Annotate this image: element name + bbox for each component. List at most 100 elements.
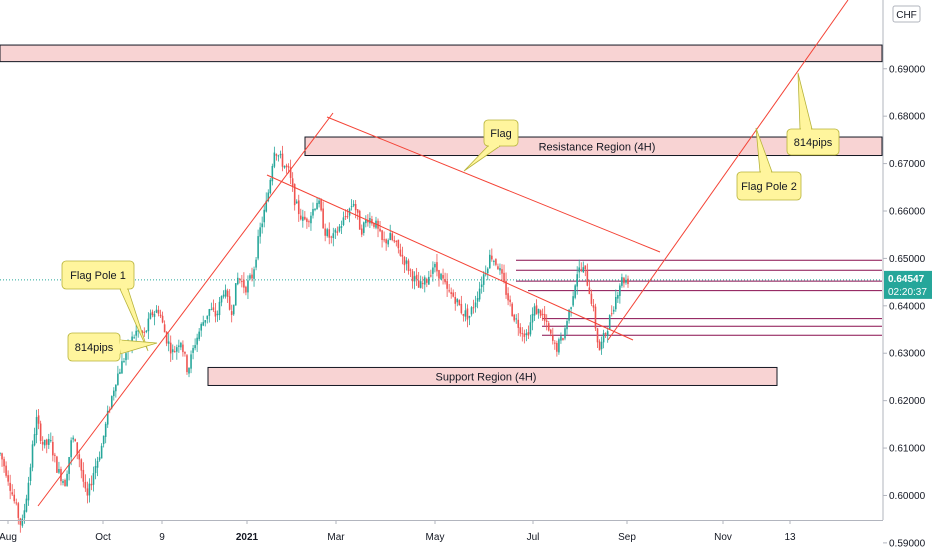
candle-body: [243, 279, 245, 288]
candle-body: [330, 236, 333, 238]
candle-body: [0, 453, 1, 455]
candle-body: [369, 218, 371, 224]
candle-body: [117, 373, 119, 385]
candle-body: [295, 201, 298, 204]
candle-body: [417, 280, 420, 288]
candle-body: [399, 249, 402, 256]
candle-body: [515, 318, 518, 320]
candle-body: [45, 439, 48, 445]
y-tick-label: 0.63000: [889, 349, 926, 360]
y-axis[interactable]: 0.69000 0.68000 0.67000 0.66000 0.65000 0.640…: [882, 0, 932, 549]
last-price-tag[interactable]: [884, 270, 932, 299]
candle-body: [135, 330, 137, 336]
candle-body: [419, 281, 422, 288]
candle-body: [458, 300, 461, 306]
upper-zone[interactable]: [0, 44, 883, 63]
candle-body: [352, 203, 355, 206]
candle-body: [245, 286, 247, 293]
x-axis[interactable]: Aug Oct 9 2021 Mar May Jul Sep Nov 13: [0, 520, 883, 543]
candle-body: [558, 339, 560, 353]
x-tick-label: Sep: [618, 532, 636, 543]
candle-body: [281, 153, 284, 167]
candle-body: [474, 302, 477, 308]
candle-body: [556, 342, 558, 352]
support-zone[interactable]: [207, 366, 778, 386]
candle-body: [176, 347, 178, 352]
candle-body: [56, 456, 58, 473]
candle-body: [171, 349, 174, 353]
x-tick-label: 9: [159, 532, 165, 543]
flag-pole-1-line[interactable]: [37, 112, 334, 507]
candle-body: [340, 226, 343, 228]
candle-body: [62, 481, 64, 483]
candle-body: [440, 273, 442, 280]
candle-body: [304, 216, 306, 220]
candle-body: [88, 483, 91, 496]
callout-label: Flag: [490, 128, 511, 140]
candle-body: [52, 441, 54, 456]
candle-body: [513, 314, 515, 321]
y-tick-label: 0.69000: [889, 64, 926, 75]
candle-body: [468, 315, 471, 318]
814pips-callout-left[interactable]: 814pips: [67, 332, 158, 362]
candle-body: [200, 324, 203, 331]
trendlines: [37, 0, 849, 507]
candle-body: [184, 351, 186, 354]
candle-body: [462, 313, 465, 316]
candle-body: [279, 154, 282, 156]
candle-body: [476, 298, 479, 302]
candle-body: [27, 482, 30, 501]
candle-body: [423, 277, 426, 285]
candle-body: [596, 328, 599, 343]
candle-body: [302, 216, 304, 221]
814pips-callout-right[interactable]: 814pips: [786, 72, 840, 156]
candle-body: [230, 311, 233, 315]
candle-body: [430, 275, 432, 277]
candle-body: [590, 293, 593, 304]
candle-body: [362, 222, 365, 233]
candle-body: [196, 337, 198, 345]
candle-body: [41, 442, 44, 445]
candle-body: [444, 279, 446, 283]
candle-body: [257, 236, 259, 259]
candle-body: [480, 284, 483, 288]
candle-body: [407, 260, 410, 272]
candle-body: [521, 333, 524, 335]
candle-body: [438, 270, 440, 279]
candle-body: [277, 155, 280, 157]
callout-pointer: [797, 72, 813, 130]
candle-body: [360, 228, 363, 235]
currency-box[interactable]: [892, 5, 921, 23]
candle-body: [119, 372, 121, 374]
flag-pole-1-callout[interactable]: Flag Pole 1: [61, 260, 149, 352]
resistance-zone[interactable]: [304, 136, 883, 157]
resistance-label: Resistance Region (4H): [539, 141, 656, 153]
candle-body: [395, 240, 398, 242]
candle-body: [314, 209, 316, 211]
candle-body: [86, 488, 89, 496]
flag-pole-2-callout[interactable]: Flag Pole 2: [736, 127, 802, 201]
candle-body: [316, 202, 318, 210]
candle-body: [308, 221, 310, 223]
flag-lower-line[interactable]: [266, 174, 634, 341]
candle-body: [519, 327, 522, 334]
candle-body: [584, 265, 587, 269]
flag-callout[interactable]: Flag: [463, 119, 519, 172]
candle-body: [365, 219, 367, 224]
candle-body: [54, 454, 56, 456]
candle-body: [72, 437, 74, 440]
flag-pole-2-line[interactable]: [607, 0, 849, 341]
last-price-value: 0.64547: [888, 274, 925, 285]
candle-body: [180, 342, 182, 348]
candle-body: [549, 329, 552, 334]
candle-body: [151, 311, 154, 316]
candle-body: [588, 287, 591, 295]
flag-upper-line[interactable]: [326, 116, 661, 253]
candle-body: [497, 266, 499, 270]
candle-body: [113, 390, 115, 397]
candle-body: [190, 354, 192, 369]
candle-body: [228, 296, 231, 310]
candle-body: [413, 276, 416, 282]
y-tick-label: 0.60000: [889, 491, 926, 502]
